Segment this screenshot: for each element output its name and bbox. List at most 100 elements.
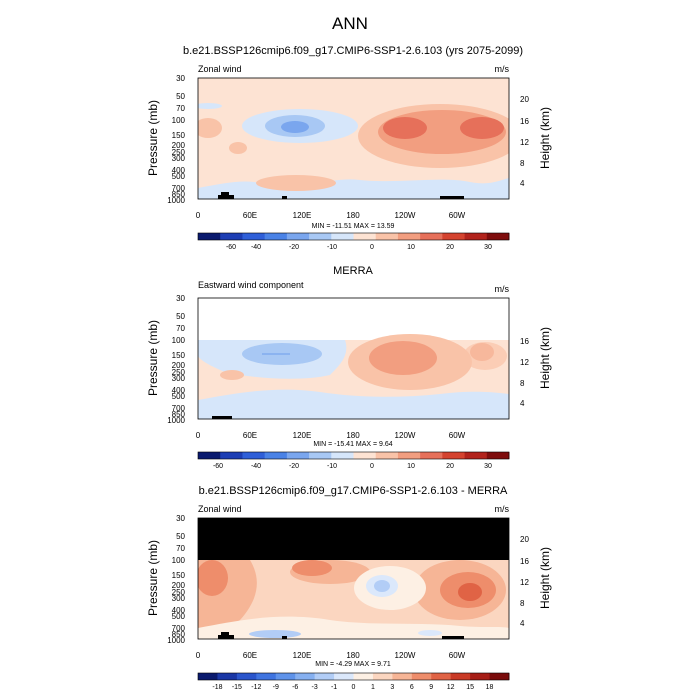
contour-blue-mid (374, 580, 390, 592)
colorbar-swatches (198, 673, 510, 680)
y2-tick-label: 8 (520, 159, 525, 168)
colorbar-label: -12 (251, 684, 261, 691)
y-tick-label: 50 (176, 92, 185, 101)
colorbar-swatches (198, 233, 510, 240)
colorbar-swatch (353, 673, 374, 680)
colorbar-label: 0 (370, 244, 374, 251)
x-tick-label: 60W (449, 431, 466, 440)
topography (218, 635, 234, 639)
y-tick-label: 200 (172, 581, 186, 590)
topography (442, 636, 464, 639)
colorbar-swatch (286, 452, 310, 459)
contour-field (198, 518, 509, 639)
y2-axis-label: Height (km) (538, 547, 552, 609)
colorbar-swatch (309, 233, 332, 240)
y-tick-label: 70 (176, 324, 185, 333)
y2-tick-label: 4 (520, 179, 525, 188)
colorbar-label: 12 (447, 684, 455, 691)
contour-red-dark-1 (383, 117, 427, 139)
y-tick-label: 500 (172, 172, 186, 181)
colorbar: -18 -15 -12 -9 -6 -3 -1 0 1 3 6 9 12 15 18 (197, 672, 510, 691)
stats-label: MIN = -4.29 MAX = 9.71 (315, 661, 391, 668)
colorbar-label: 20 (446, 244, 454, 251)
units-label: m/s (495, 504, 510, 514)
y2-tick-label: 12 (520, 358, 529, 367)
contour-red-west (198, 118, 222, 138)
panel-title: b.e21.BSSP126cmip6.f09_g17.CMIP6-SSP1-2.… (199, 485, 508, 497)
y2-tick-label: 20 (520, 95, 529, 104)
left-string: Eastward wind component (198, 280, 304, 290)
colorbar-label: -10 (327, 244, 337, 251)
y-tick-label: 400 (172, 606, 186, 615)
y2-tick-label: 12 (520, 138, 529, 147)
contour-red-lower (256, 175, 336, 191)
contour-blue-lower (249, 630, 301, 638)
page-title: ANN (332, 14, 368, 33)
y2-tick-label: 16 (520, 337, 529, 346)
y-tick-label: 70 (176, 104, 185, 113)
colorbar-swatch (375, 233, 399, 240)
y-tick-label: 1000 (167, 416, 185, 425)
contour-field (198, 78, 509, 199)
y-tick-label: 700 (172, 624, 186, 633)
y-tick-label: 700 (172, 184, 186, 193)
topography (282, 196, 287, 199)
contour-red-small (229, 142, 247, 154)
colorbar-swatch (220, 452, 243, 459)
y-tick-label: 30 (176, 294, 185, 303)
x-tick-label: 120W (395, 431, 416, 440)
y-axis-right: 20 16 12 8 4 Height (km) (520, 535, 552, 628)
colorbar-swatch (256, 673, 277, 680)
y-tick-label: 850 (172, 630, 186, 639)
colorbar-label: 10 (407, 463, 415, 470)
y-tick-label: 300 (172, 154, 186, 163)
contour-red-mid (369, 341, 437, 375)
colorbar-swatch (331, 452, 354, 459)
colorbar-label: -15 (232, 684, 242, 691)
y-axis-label: Pressure (mb) (146, 100, 160, 176)
y-tick-label: 50 (176, 312, 185, 321)
stats-label: MIN = -15.41 MAX = 9.64 (313, 441, 392, 448)
left-string: Zonal wind (198, 64, 242, 74)
colorbar-swatch (486, 452, 510, 459)
contour-red-dark-2 (460, 117, 504, 139)
contour-blue-lower (198, 389, 509, 419)
y-tick-label: 500 (172, 392, 186, 401)
plot-frame (197, 77, 510, 200)
colorbar-label: -6 (292, 684, 298, 691)
contour-blue-lower (198, 178, 509, 199)
colorbar: -60 -40 -20 -10 0 10 20 30 (197, 451, 510, 470)
colorbar-label: 1 (371, 684, 375, 691)
x-tick-label: 60E (243, 211, 257, 220)
y-tick-label: 70 (176, 544, 185, 553)
colorbar-swatch (242, 452, 266, 459)
y-tick-label: 250 (172, 588, 186, 597)
colorbar-label: -60 (226, 244, 236, 251)
y-axis-right: 20 16 12 8 4 Height (km) (520, 95, 552, 188)
colorbar-label: -18 (212, 684, 222, 691)
x-tick-label: 0 (196, 211, 201, 220)
colorbar-swatch (442, 452, 465, 459)
y-tick-label: 100 (172, 116, 186, 125)
y-tick-label: 30 (176, 74, 185, 83)
y2-tick-label: 16 (520, 117, 529, 126)
y-tick-label: 700 (172, 404, 186, 413)
y-axis-left: 30 50 70 100 150 200 250 300 400 500 700… (146, 514, 186, 645)
x-tick-label: 120W (395, 651, 416, 660)
y-tick-label: 30 (176, 514, 185, 523)
contour-red-east-core (458, 583, 482, 601)
contour-blue-dark (281, 121, 309, 133)
colorbar-label: 0 (370, 463, 374, 470)
y2-tick-label: 8 (520, 379, 525, 388)
colorbar-swatch (314, 673, 335, 680)
colorbar-label: -40 (251, 463, 261, 470)
colorbar-label: 9 (429, 684, 433, 691)
x-tick-label: 60W (449, 211, 466, 220)
colorbar-swatch (392, 673, 413, 680)
colorbar-frame (197, 232, 510, 241)
colorbar-label: 18 (486, 684, 494, 691)
colorbar-swatch (264, 452, 288, 459)
x-tick-label: 120E (293, 431, 312, 440)
colorbar-swatch (198, 673, 218, 680)
